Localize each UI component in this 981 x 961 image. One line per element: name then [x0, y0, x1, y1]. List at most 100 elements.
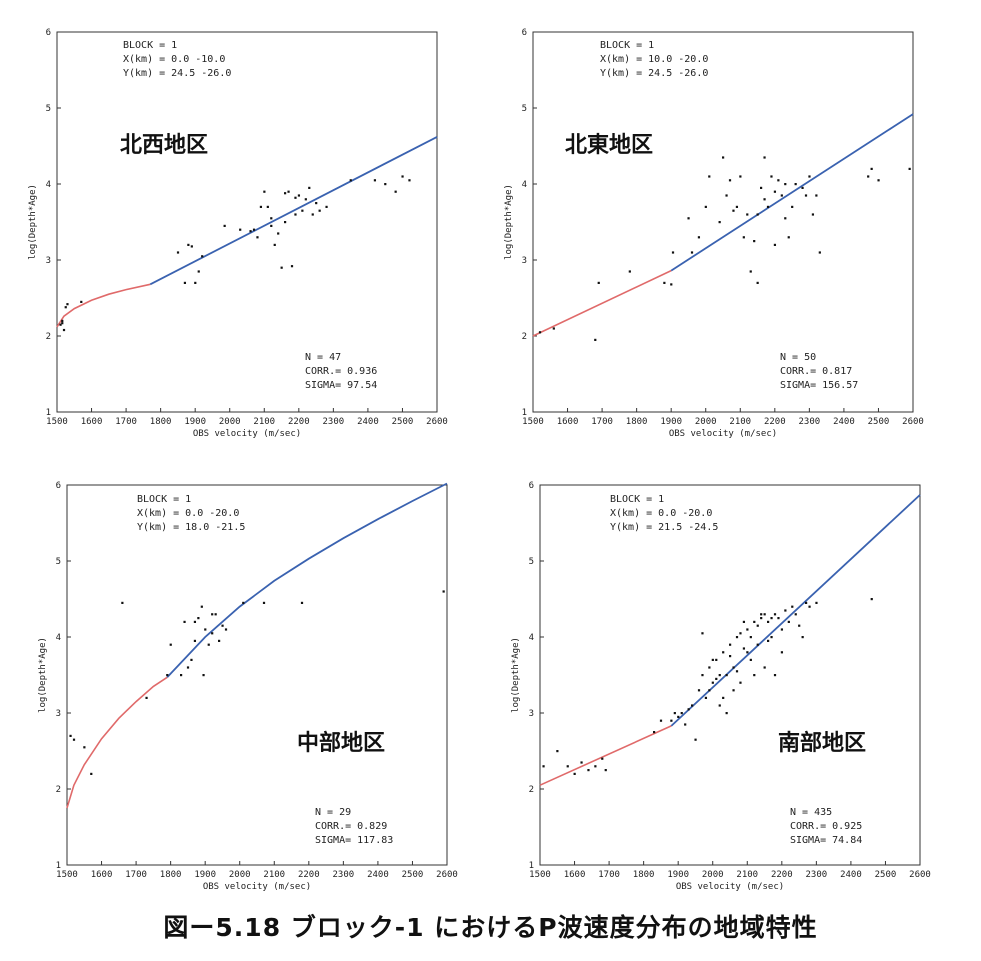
x-tick-label: 1500 — [529, 870, 551, 880]
data-point — [908, 167, 911, 170]
figure-caption: 図ー5.18 ブロック-1 におけるP波速度分布の地域特性 — [163, 913, 818, 942]
data-point — [722, 651, 725, 654]
data-point — [742, 236, 745, 239]
data-point — [183, 620, 186, 623]
x-tick-label: 1800 — [626, 417, 648, 427]
data-point — [190, 658, 193, 661]
data-point — [273, 243, 276, 246]
data-point — [311, 213, 314, 216]
data-point — [239, 228, 242, 231]
data-point — [801, 636, 804, 639]
data-point — [791, 605, 794, 608]
data-point — [756, 281, 759, 284]
x-tick-label: 2400 — [833, 417, 855, 427]
data-point — [284, 192, 287, 195]
data-point — [290, 265, 294, 268]
y-tick-label: 5 — [529, 557, 534, 567]
data-point — [697, 689, 701, 692]
info-line: Y(km) = 24.5 -26.0 — [600, 68, 708, 79]
data-point — [756, 213, 759, 216]
data-point — [804, 194, 808, 197]
data-point — [166, 674, 169, 677]
data-point — [659, 719, 663, 722]
y-tick-label: 3 — [522, 256, 527, 266]
info-line: X(km) = 0.0 -20.0 — [610, 508, 712, 519]
data-point — [594, 338, 597, 341]
y-tick-label: 4 — [529, 633, 534, 643]
x-axis-label: OBS velocity (m/sec) — [203, 882, 311, 892]
data-point — [715, 658, 718, 661]
data-point — [798, 624, 801, 627]
data-point — [294, 213, 297, 216]
data-point — [677, 715, 680, 718]
data-point — [594, 765, 597, 768]
data-point — [808, 605, 811, 608]
info-line: BLOCK = 1 — [600, 40, 654, 51]
y-tick-label: 2 — [46, 332, 51, 342]
fit-curve-high — [670, 494, 921, 727]
data-point — [284, 221, 287, 224]
data-point — [818, 251, 821, 254]
data-point — [690, 251, 694, 254]
data-point — [718, 221, 721, 224]
fit-curve-low — [539, 725, 672, 786]
x-tick-label: 2500 — [868, 417, 890, 427]
data-point — [708, 666, 711, 669]
data-point — [697, 236, 701, 239]
data-point — [297, 194, 301, 197]
data-point — [601, 757, 604, 760]
x-tick-label: 1500 — [46, 417, 68, 427]
info-line: BLOCK = 1 — [137, 494, 191, 505]
data-point — [61, 319, 64, 322]
data-point — [308, 186, 311, 189]
stats-line: SIGMA= 74.84 — [790, 835, 862, 846]
data-point — [687, 217, 690, 220]
x-tick-label: 2000 — [219, 417, 241, 427]
data-point — [742, 620, 746, 623]
data-point — [384, 183, 387, 186]
y-axis-label: log(Depth*Age) — [28, 184, 38, 260]
data-point — [777, 179, 780, 182]
data-point — [708, 689, 711, 692]
stats-line: SIGMA= 117.83 — [315, 835, 393, 846]
data-point — [183, 281, 187, 284]
fit-curve-high — [166, 482, 448, 678]
data-point — [80, 300, 83, 303]
y-tick-label: 5 — [522, 104, 527, 114]
data-point — [749, 658, 752, 661]
data-point — [753, 674, 756, 677]
data-point — [663, 281, 666, 284]
stats-line: N = 47 — [305, 352, 341, 363]
chart-panel-1: 1500 1600 1700 1800 1900 2000 2100 2200 2300 2400… — [28, 28, 448, 439]
data-point — [200, 605, 203, 608]
data-point — [62, 328, 66, 332]
y-tick-label: 6 — [529, 481, 534, 491]
data-point — [277, 232, 280, 235]
x-tick-label: 1900 — [194, 870, 216, 880]
x-tick-label: 1500 — [56, 870, 78, 880]
x-tick-label: 1900 — [184, 417, 206, 427]
data-point — [746, 628, 749, 631]
info-line: BLOCK = 1 — [610, 494, 664, 505]
x-tick-label: 2300 — [799, 417, 821, 427]
x-tick-label: 2400 — [840, 870, 862, 880]
data-point — [749, 270, 752, 273]
data-point — [708, 175, 711, 178]
data-point — [701, 674, 704, 677]
data-point — [767, 639, 770, 642]
x-tick-label: 2000 — [695, 417, 717, 427]
data-point — [749, 636, 752, 639]
data-point — [729, 655, 732, 658]
y-tick-label: 5 — [46, 104, 51, 114]
x-axis-label: OBS velocity (m/sec) — [193, 429, 301, 439]
data-point — [349, 179, 352, 182]
chart-panel-4: 1500 1600 1700 1800 1900 2000 2100 2200 2300 2400… — [511, 481, 931, 892]
data-point — [318, 209, 321, 212]
stats-line: CORR.= 0.817 — [780, 366, 852, 377]
data-point — [725, 194, 728, 197]
data-point — [728, 179, 732, 182]
y-tick-label: 4 — [46, 180, 51, 190]
x-tick-label: 1500 — [522, 417, 544, 427]
x-tick-label: 1600 — [557, 417, 579, 427]
data-point — [670, 283, 673, 286]
